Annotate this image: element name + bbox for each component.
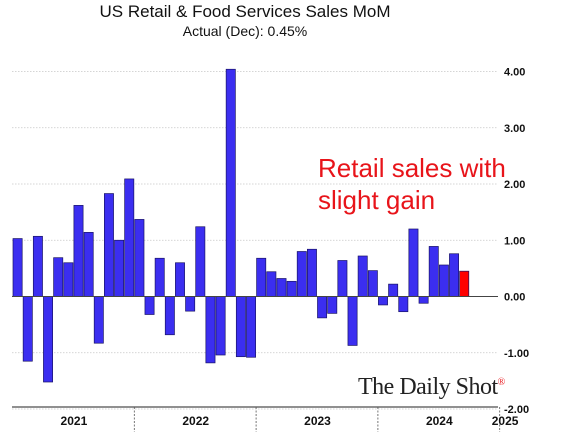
bar [408,228,419,297]
bar [195,226,206,297]
bar [327,296,338,314]
bar [103,193,114,297]
y-tick-label: -1.00 [504,348,529,360]
bar [205,296,216,364]
bar [276,278,287,297]
bar [357,255,368,297]
annotation-line-2: slight gain [318,185,436,215]
y-tick-label: 1.00 [504,235,525,247]
bar [286,280,297,297]
x-tick-label: 2022 [182,414,209,428]
annotation-line-1: Retail sales with [318,153,506,183]
bar [43,296,54,383]
bar [73,205,84,297]
bar [296,251,307,297]
bar [134,219,145,297]
bar [418,296,429,304]
bar [93,296,104,344]
x-tick-label: 2024 [426,414,453,428]
y-tick-label: -2.00 [504,404,529,416]
annotation-callout: Retail sales with slight gain [318,152,506,216]
bar [347,296,358,346]
bar [246,296,256,358]
x-tick-label: 2023 [304,414,331,428]
bar [185,296,196,312]
bar [398,296,409,313]
x-tick-label: 2025 [492,414,519,428]
x-tick-label: 2021 [61,414,88,428]
bar [256,257,267,297]
daily-shot-logo: The Daily Shot® [358,374,505,401]
bar [225,68,236,297]
bar [459,270,470,297]
bar [367,270,378,297]
bar [83,232,94,297]
y-tick-label: 0.00 [504,292,525,304]
bar [144,296,155,315]
bar [317,296,328,319]
bar [114,239,125,297]
bar [337,260,348,297]
chart-title: US Retail & Food Services Sales MoM [99,2,391,21]
logo-text: The Daily Shot [358,374,498,400]
bar [215,296,226,356]
logo-registered-mark: ® [497,377,506,388]
bar [12,238,23,297]
y-tick-label: 3.00 [504,123,525,135]
bar [124,178,135,297]
bar [449,253,460,297]
bar [32,235,43,297]
bar [378,296,388,306]
bar [428,246,439,297]
y-tick-label: 2.00 [504,179,525,191]
bar [235,296,246,358]
bar [22,296,33,362]
y-tick-label: 4.00 [504,67,525,79]
bar [307,248,317,297]
bar [164,296,175,336]
bar [266,271,277,297]
title-block: US Retail & Food Services Sales MoM Actu… [0,2,490,40]
bar [154,257,165,297]
chart-subtitle: Actual (Dec): 0.45% [182,23,308,39]
bar [388,283,399,297]
bar [438,264,449,297]
bar [53,257,64,297]
bar [175,262,185,297]
bar [63,262,74,297]
